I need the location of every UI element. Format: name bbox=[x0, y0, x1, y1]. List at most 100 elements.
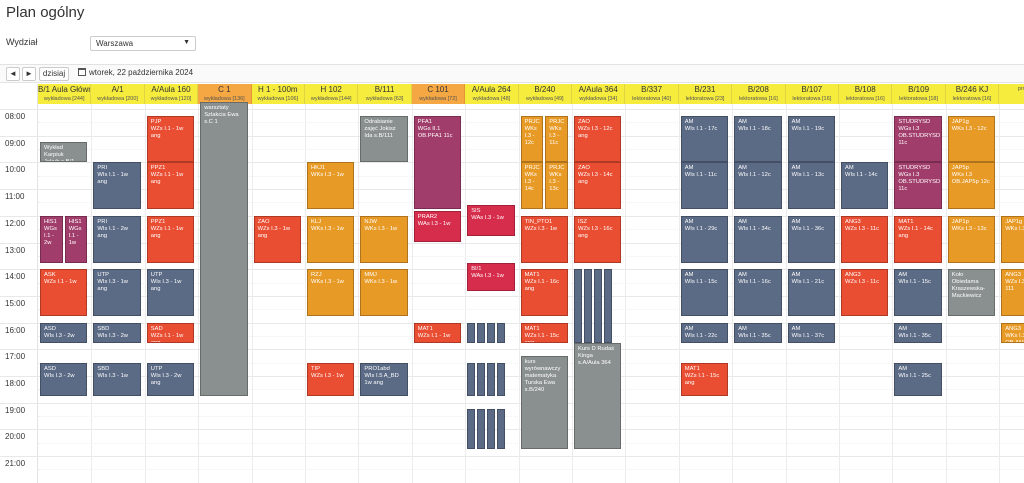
schedule-event[interactable]: AM WIs I.1 - 22c bbox=[680, 322, 729, 343]
schedule-event[interactable]: UTP WIs I.3 - 2w ang bbox=[146, 362, 195, 397]
prev-day-button[interactable]: ◄ bbox=[6, 67, 20, 81]
schedule-event[interactable]: ANG3 WZs I.3 111 bbox=[1001, 269, 1024, 316]
room-column-header[interactable]: C 1 wykładowa [136] bbox=[198, 84, 252, 104]
condensed-event[interactable] bbox=[574, 269, 582, 343]
schedule-event[interactable]: PRJC WKs I.3 - 12c bbox=[520, 115, 544, 163]
schedule-event[interactable]: ZAO WZs I.3 - 1w ang bbox=[253, 215, 301, 263]
room-column-header[interactable]: B/109 lektoratowa [18] bbox=[892, 84, 946, 104]
room-column-header[interactable]: B/1 Aula Główna wykładowa [244] bbox=[38, 84, 92, 104]
schedule-event[interactable]: SBD WIs I.3 - 1w bbox=[93, 362, 141, 397]
schedule-event[interactable]: HKJ1 WKs I.3 - 1w bbox=[307, 162, 355, 210]
schedule-event[interactable]: BI/1 WAs I.3 - 1w bbox=[467, 262, 515, 292]
schedule-event[interactable]: MAT1 WZs I.1 - 15c ang bbox=[680, 362, 729, 397]
condensed-event[interactable] bbox=[497, 409, 506, 450]
schedule-event[interactable]: ASD WIs I.3 - 2w bbox=[40, 362, 88, 397]
schedule-event[interactable]: AM WIs I.1 - 15c bbox=[680, 269, 729, 316]
schedule-event[interactable]: ZAO WZs I.3 - 14c ang bbox=[574, 162, 622, 210]
schedule-event[interactable]: PFA1 WGs II.1 OB.PFA1 11c bbox=[413, 115, 462, 210]
condensed-event[interactable] bbox=[477, 322, 486, 343]
room-column-header[interactable]: H 1 - 100m wykładowa [106] bbox=[251, 84, 305, 104]
schedule-event[interactable]: PRJC WKs I.3 - 11c bbox=[545, 115, 568, 163]
schedule-event[interactable]: AM WIs I.1 - 29c bbox=[680, 215, 729, 263]
condensed-event[interactable] bbox=[594, 269, 602, 343]
condensed-event[interactable] bbox=[604, 269, 612, 343]
room-column-header[interactable]: A/Aula 264 wykładowa [48] bbox=[465, 84, 519, 104]
next-day-button[interactable]: ► bbox=[22, 67, 36, 81]
schedule-event[interactable]: MMJ WKs I.3 - 1w bbox=[360, 269, 408, 316]
schedule-event[interactable]: AM WIs I.1 - 34c bbox=[734, 215, 782, 263]
schedule-event[interactable]: KLJ WKs I.3 - 1w bbox=[307, 215, 355, 263]
schedule-event[interactable]: AM WIs I.1 - 19c bbox=[787, 115, 835, 163]
schedule-event[interactable]: AM WIs I.1 - 12c bbox=[734, 162, 782, 210]
schedule-event[interactable]: PRI WIs I.1 - 1w ang bbox=[93, 162, 141, 210]
schedule-event[interactable]: SBD WIs I.3 - 2w bbox=[93, 322, 141, 343]
condensed-event[interactable] bbox=[497, 322, 506, 343]
schedule-event[interactable]: kurs wyrównawczy matematyka Turska Ewa s… bbox=[520, 355, 568, 450]
schedule-event[interactable]: NJW WKs I.3 - 1w bbox=[360, 215, 408, 263]
schedule-event[interactable]: AM WIs I.1 - 16c bbox=[734, 269, 782, 316]
schedule-event[interactable]: Odrabianie zajęć Jokisz Ida s.B/111 bbox=[360, 115, 408, 163]
schedule-event[interactable]: AM WIs I.1 - 37c bbox=[787, 322, 835, 343]
schedule-event[interactable]: AM WIs I.1 - 25c bbox=[894, 362, 942, 397]
schedule-event[interactable]: PPZ1 WZs I.1 - 1w ang bbox=[146, 162, 195, 210]
room-column-header[interactable]: B/111 wykładowa [63] bbox=[358, 84, 412, 104]
schedule-event[interactable]: STUDRYSD WGs I.3 OB.STUDRYSD 11c bbox=[894, 162, 942, 210]
schedule-event[interactable]: ZAO WZs I.3 - 12c ang bbox=[574, 115, 622, 163]
schedule-event[interactable]: SIS WAs I.3 - 1w bbox=[467, 204, 515, 236]
condensed-event[interactable] bbox=[487, 322, 496, 343]
condensed-event[interactable] bbox=[487, 409, 496, 450]
schedule-event[interactable]: AM WIs I.1 - 15c bbox=[894, 269, 942, 316]
today-button[interactable]: dzisiaj bbox=[39, 67, 69, 81]
schedule-event[interactable]: JAP1g WKs I.3 bbox=[1001, 215, 1024, 263]
schedule-event[interactable]: HIS1 WGs I.1 - 2w bbox=[40, 215, 63, 263]
schedule-event[interactable]: AM WIs I.1 - 13c bbox=[787, 162, 835, 210]
schedule-event[interactable]: AM WIs I.1 - 35c bbox=[894, 322, 942, 343]
schedule-event[interactable]: PRJC WKs I.3 - 13c bbox=[545, 162, 568, 210]
condensed-event[interactable] bbox=[467, 362, 476, 397]
schedule-event[interactable]: AM WIs I.1 - 18c bbox=[734, 115, 782, 163]
condensed-event[interactable] bbox=[487, 362, 496, 397]
current-date[interactable]: wtorek, 22 października 2024 bbox=[78, 68, 193, 77]
schedule-event[interactable]: PJP WZs I.1 - 1w ang bbox=[146, 115, 195, 163]
schedule-event[interactable]: PRAR2 WAs I.3 - 1w bbox=[413, 211, 462, 243]
room-column-header[interactable]: projek bbox=[999, 84, 1024, 104]
schedule-event[interactable]: PRO1abd WIs I.5 A_BD 1w ang bbox=[360, 362, 408, 397]
schedule-event[interactable]: AM WIs I.1 - 36c bbox=[787, 215, 835, 263]
schedule-event[interactable]: PRI WIs I.1 - 2w ang bbox=[93, 215, 141, 263]
schedule-event[interactable]: AM WIs I.1 - 17c bbox=[680, 115, 729, 163]
schedule-event[interactable]: AM WIs I.1 - 35c bbox=[734, 322, 782, 343]
schedule-event[interactable]: TIP WZs I.3 - 1w bbox=[307, 362, 355, 397]
condensed-event[interactable] bbox=[497, 362, 506, 397]
schedule-event[interactable]: PPZ1 WZs I.1 - 1w ang bbox=[146, 215, 195, 263]
condensed-event[interactable] bbox=[477, 362, 486, 397]
room-column-header[interactable]: B/240 wykładowa [49] bbox=[518, 84, 572, 104]
schedule-event[interactable]: Koło Obiedama Kraszewska- Mackiewicz bbox=[947, 269, 996, 316]
schedule-event[interactable]: PRJC WKs I.3 - 14c bbox=[520, 162, 544, 210]
schedule-event[interactable]: JAP1p WKs I.3 - 13c bbox=[947, 215, 996, 263]
schedule-event[interactable]: MAT1 WZs I.1 - 1w bbox=[413, 322, 462, 343]
room-column-header[interactable]: H 102 wykładowa [144] bbox=[305, 84, 359, 104]
schedule-event[interactable]: AM WIs I.1 - 14c bbox=[841, 162, 889, 210]
schedule-event[interactable]: Kurs D Rudaś Kinga s.A/Aula 364 bbox=[574, 342, 622, 450]
schedule-event[interactable]: ANG3 WZs I.3 - 11c bbox=[841, 269, 889, 316]
schedule-event[interactable]: AM WIs I.1 - 21c bbox=[787, 269, 835, 316]
room-column-header[interactable]: A/Aula 160 wykładowa [120] bbox=[144, 84, 199, 104]
condensed-event[interactable] bbox=[477, 409, 486, 450]
schedule-event[interactable]: RZJ WKs I.3 - 1w bbox=[307, 269, 355, 316]
condensed-event[interactable] bbox=[467, 409, 476, 450]
room-column-header[interactable]: B/246 KJ lektoratowa [16] bbox=[945, 84, 1000, 104]
room-column-header[interactable]: A/1 wykładowa [200] bbox=[91, 84, 145, 104]
schedule-event[interactable]: warsztaty Szlakcia Ewa s.C 1 bbox=[200, 102, 248, 396]
schedule-event[interactable]: UTP WIs I.3 - 1w ang bbox=[146, 269, 195, 316]
schedule-event[interactable]: JAP1g WKs I.3 - 12c bbox=[947, 115, 996, 163]
room-column-header[interactable]: B/208 lektoratowa [16] bbox=[732, 84, 786, 104]
room-column-header[interactable]: B/231 lektoratowa [23] bbox=[678, 84, 733, 104]
schedule-event[interactable]: SAD WZs I.1 - 1w ang bbox=[146, 322, 195, 343]
schedule-event[interactable]: TIN_PTO1 WZs I.3 - 1w bbox=[520, 215, 568, 263]
schedule-event[interactable]: Wykład Karpiuk Jakub s.B/1 bbox=[40, 142, 88, 163]
room-column-header[interactable]: B/337 lektoratowa [40] bbox=[625, 84, 679, 104]
schedule-event[interactable]: MAT1 WZs I.1 - 16c ang bbox=[520, 269, 568, 316]
schedule-event[interactable]: HIS1 WGs I.1 - 1w bbox=[64, 215, 88, 263]
schedule-event[interactable]: STUDRYSD WGs I.3 OB.STUDRYSD 11c bbox=[894, 115, 942, 163]
schedule-event[interactable]: ISZ WZs I.3 - 16c ang bbox=[574, 215, 622, 263]
